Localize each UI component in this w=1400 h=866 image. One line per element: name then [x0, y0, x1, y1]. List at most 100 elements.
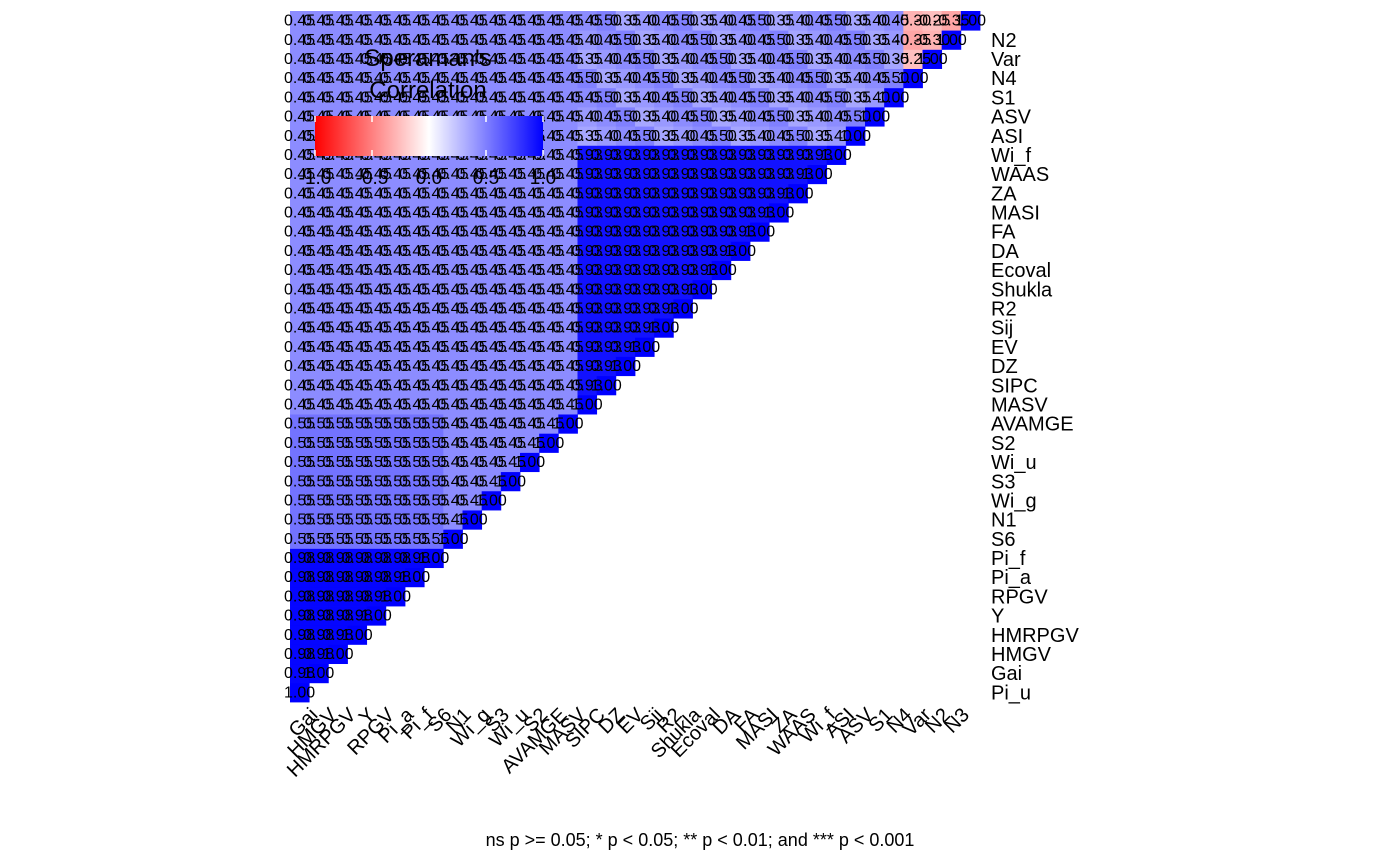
- heatmap-cell-value: 1.00: [399, 569, 430, 586]
- heatmap-cell-value: 0.45: [437, 243, 468, 260]
- heatmap-cell: [347, 164, 368, 185]
- heatmap-cell-value: 1.00: [591, 377, 622, 394]
- heatmap-cell: [558, 356, 578, 377]
- heatmap-cell: [443, 11, 463, 31]
- heatmap-cell: [711, 68, 732, 89]
- heatmap-cell: [654, 145, 674, 165]
- heatmap-cell-value: 1.00: [610, 358, 641, 375]
- heatmap-cell-value: 0.45: [437, 185, 468, 202]
- heatmap-cell: [405, 356, 425, 377]
- heatmap-cell-value: 0.45: [437, 492, 468, 509]
- heatmap-cell-value: 0.93: [629, 147, 660, 164]
- heatmap-cell-value: 0.45: [552, 109, 583, 126]
- heatmap-cell: [462, 222, 483, 242]
- heatmap-cell-value: 0.45: [322, 166, 353, 183]
- heatmap-cell: [347, 414, 368, 434]
- heatmap-cell: [558, 337, 578, 357]
- heatmap-cell-value: 0.45: [437, 301, 468, 318]
- heatmap-cell: [424, 87, 444, 108]
- heatmap-cell-value: 1.00: [322, 646, 353, 663]
- heatmap-cell-value: 0.45: [495, 89, 526, 106]
- heatmap-cell: [443, 183, 463, 204]
- heatmap-cell: [347, 222, 368, 242]
- heatmap-cell: [481, 414, 502, 434]
- heatmap-cell: [385, 87, 406, 108]
- heatmap-cell-value: 0.45: [418, 320, 449, 337]
- heatmap-cell-value: 0.93: [610, 224, 641, 241]
- heatmap-cell-value: 0.45: [437, 262, 468, 279]
- heatmap-cell: [462, 11, 483, 31]
- y-tick-label: EV: [991, 337, 1018, 359]
- heatmap-cell-value: 0.45: [457, 301, 488, 318]
- heatmap-cell: [481, 183, 502, 204]
- heatmap-cell-value: 0.45: [303, 301, 334, 318]
- heatmap-cell: [635, 11, 655, 31]
- heatmap-cell-value: 0.55: [380, 512, 411, 529]
- heatmap-cell-value: 0.45: [361, 281, 392, 298]
- heatmap-cell: [366, 68, 387, 89]
- heatmap-cell: [309, 471, 329, 492]
- heatmap-cell: [309, 414, 329, 434]
- heatmap-cell: [424, 490, 444, 511]
- heatmap-cell: [807, 126, 828, 146]
- heatmap-cell-value: 0.45: [361, 224, 392, 241]
- heatmap-cell: [750, 126, 770, 146]
- heatmap-cell: [692, 30, 713, 50]
- heatmap-cell-value: 0.98: [303, 608, 334, 625]
- heatmap-cell-value: 0.98: [322, 550, 353, 567]
- heatmap-cell: [462, 202, 483, 223]
- y-tick-label: MASV: [991, 394, 1048, 416]
- heatmap-cell-value: 0.55: [380, 531, 411, 548]
- y-tick-label: AVAMGE: [991, 414, 1074, 436]
- heatmap-cell: [366, 414, 387, 434]
- heatmap-cell-value: 0.55: [342, 454, 373, 471]
- heatmap-cell: [596, 222, 617, 242]
- heatmap-cell: [385, 318, 406, 338]
- heatmap-cell: [366, 356, 387, 377]
- heatmap-cell: [309, 279, 329, 300]
- heatmap-cell-value: 0.45: [514, 185, 545, 202]
- heatmap-cell-value: 0.45: [744, 109, 775, 126]
- heatmap-cell-value: 0.55: [361, 416, 392, 433]
- heatmap-cell: [405, 183, 425, 204]
- heatmap-cell-value: 0.93: [572, 281, 603, 298]
- heatmap-cell: [615, 222, 636, 242]
- heatmap-cell: [788, 126, 808, 146]
- heatmap-cell-value: 1.00: [821, 147, 852, 164]
- heatmap-cell: [615, 68, 636, 89]
- heatmap-cell-value: 0.45: [399, 339, 430, 356]
- heatmap-cell-value: 0.55: [303, 492, 334, 509]
- heatmap-cell-value: 0.93: [763, 185, 794, 202]
- heatmap-cell-value: 0.35: [648, 128, 679, 145]
- heatmap-cell-value: 0.45: [418, 224, 449, 241]
- heatmap-cell: [711, 106, 732, 127]
- heatmap-cell: [596, 279, 617, 300]
- heatmap-cell-value: 0.45: [361, 166, 392, 183]
- heatmap-cell: [615, 202, 636, 223]
- heatmap-cell: [654, 30, 674, 50]
- heatmap-cell: [520, 164, 540, 185]
- heatmap-cell: [347, 298, 368, 319]
- heatmap-cell: [615, 11, 636, 31]
- heatmap-cell-value: 0.45: [303, 358, 334, 375]
- heatmap-cell-value: 0.93: [591, 301, 622, 318]
- heatmap-cell: [309, 663, 329, 684]
- heatmap-cell: [635, 260, 655, 281]
- heatmap-cell: [539, 202, 559, 223]
- heatmap-cell-value: 0.45: [418, 262, 449, 279]
- heatmap-cell: [328, 567, 348, 588]
- heatmap-cell: [500, 222, 521, 242]
- heatmap-cell-value: 0.35: [610, 89, 641, 106]
- heatmap-cell: [424, 279, 444, 300]
- heatmap-cell-value: 0.45: [322, 243, 353, 260]
- heatmap-cell: [807, 164, 828, 185]
- heatmap-cell: [328, 241, 348, 261]
- heatmap-cell-value: 0.93: [572, 185, 603, 202]
- heatmap-cell: [366, 11, 387, 31]
- heatmap-cell-value: 0.55: [322, 492, 353, 509]
- heatmap-cell: [539, 222, 559, 242]
- heatmap-cell-value: 0.98: [322, 588, 353, 605]
- heatmap-cell-value: 0.45: [418, 243, 449, 260]
- heatmap-cell-value: 0.45: [303, 70, 334, 87]
